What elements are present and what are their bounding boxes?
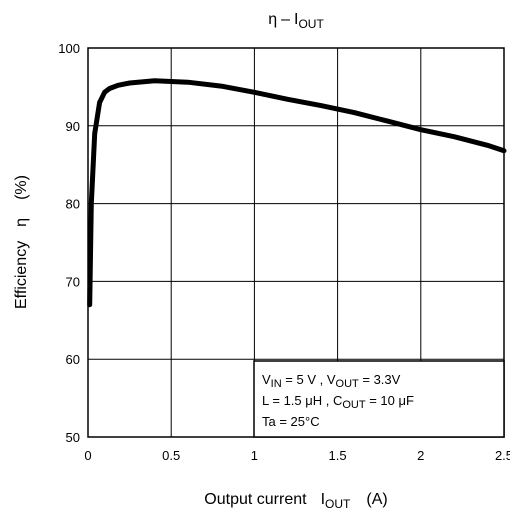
- conditions-box: VIN = 5 V , VOUT = 3.3V L = 1.5 μH , COU…: [253, 360, 505, 438]
- chart-title: η – IOUT: [268, 11, 324, 31]
- x-tick-label: 1: [251, 448, 258, 463]
- conditions-frame: [253, 360, 505, 438]
- condition-line-2: L = 1.5 μH , COUT = 10 μF: [262, 393, 414, 411]
- condition-line-1: VIN = 5 V , VOUT = 3.3V: [262, 372, 401, 390]
- x-axis-unit: (A): [366, 491, 387, 508]
- x-tick-labels: 0 0.5 1 1.5 2 2.5: [84, 448, 510, 463]
- y-tick-label: 50: [66, 430, 80, 445]
- x-tick-label: 0: [84, 448, 91, 463]
- x-axis-var: I: [321, 491, 325, 508]
- y-tick-label: 70: [66, 274, 80, 289]
- x-tick-label: 0.5: [162, 448, 180, 463]
- y-tick-label: 60: [66, 352, 80, 367]
- y-axis-unit: (%): [13, 175, 30, 200]
- y-axis-label: Efficiency η (%): [13, 175, 30, 309]
- title-dash: –: [281, 11, 290, 28]
- title-var: I: [294, 11, 298, 28]
- y-axis-symbol: η: [13, 218, 30, 227]
- x-axis-label: Output current IOUT (A): [204, 491, 387, 511]
- y-tick-label: 100: [58, 41, 80, 56]
- x-tick-label: 2: [417, 448, 424, 463]
- efficiency-curve: [87, 78, 507, 308]
- y-tick-label: 80: [66, 197, 80, 212]
- title-sub: OUT: [298, 17, 324, 31]
- x-tick-label: 1.5: [329, 448, 347, 463]
- title-symbol: η: [268, 11, 277, 28]
- x-tick-label: 2.5: [495, 448, 510, 463]
- x-axis-label-text: Output current: [204, 491, 307, 508]
- y-tick-label: 90: [66, 119, 80, 134]
- y-tick-labels: 50 60 70 80 90 100: [58, 41, 80, 445]
- x-axis-sub: OUT: [325, 497, 351, 511]
- y-axis-label-text: Efficiency: [13, 241, 30, 309]
- condition-line-3: Ta = 25°C: [262, 414, 320, 429]
